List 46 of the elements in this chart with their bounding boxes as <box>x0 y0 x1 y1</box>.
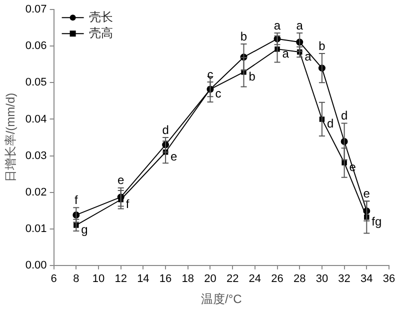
x-tick-label: 6 <box>50 273 57 286</box>
annotation: fg <box>372 214 382 228</box>
y-tick-label: 0.07 <box>25 4 47 16</box>
annotation: e <box>170 149 178 164</box>
annotation: b <box>248 69 256 84</box>
annotation: a <box>296 18 304 32</box>
y-tick-label: 0.05 <box>25 76 47 89</box>
legend-label: 壳长 <box>88 10 113 24</box>
x-tick-label: 36 <box>382 273 396 286</box>
x-tick-label: 14 <box>137 273 150 286</box>
annotation: f <box>74 192 78 207</box>
x-tick-label: 16 <box>159 273 172 286</box>
x-tick-label: 18 <box>182 273 194 286</box>
x-tick-label: 26 <box>271 273 284 286</box>
annotation: b <box>318 38 326 53</box>
y-tick-label: 0.02 <box>25 186 47 198</box>
x-tick-label: 34 <box>360 273 373 286</box>
x-tick-label: 22 <box>226 273 239 286</box>
x-tick-label: 20 <box>204 273 216 286</box>
annotation: f <box>126 196 130 211</box>
annotation: e <box>363 186 370 200</box>
x-tick-label: 12 <box>114 273 127 286</box>
annotation: a <box>282 46 290 60</box>
x-tick-label: 24 <box>248 273 262 286</box>
x-tick-label: 30 <box>316 273 328 286</box>
annotation: d <box>162 122 169 137</box>
y-tick-label: 0.03 <box>25 150 47 162</box>
annotation: g <box>81 222 88 237</box>
annotation: e <box>118 173 125 188</box>
legend-label: 壳高 <box>88 26 113 40</box>
annotation: b <box>240 29 248 44</box>
annotation: c <box>215 86 222 101</box>
x-tick-label: 28 <box>293 273 306 286</box>
annotation: a <box>274 18 281 32</box>
x-tick-label: 32 <box>338 273 350 286</box>
y-tick-label: 0.04 <box>25 113 47 126</box>
x-axis-title: 温度/°C <box>201 292 242 306</box>
y-tick-label: 0.00 <box>25 259 47 272</box>
annotation: d <box>326 116 334 131</box>
y-axis-title: 日增长率/(mm/d) <box>4 92 18 182</box>
x-tick-label: 8 <box>73 273 80 286</box>
x-tick-label: 10 <box>92 273 105 286</box>
annotation: a <box>304 49 312 64</box>
y-tick-label: 0.01 <box>25 222 47 235</box>
y-tick-label: 0.06 <box>25 40 47 52</box>
annotation: d <box>340 108 348 123</box>
